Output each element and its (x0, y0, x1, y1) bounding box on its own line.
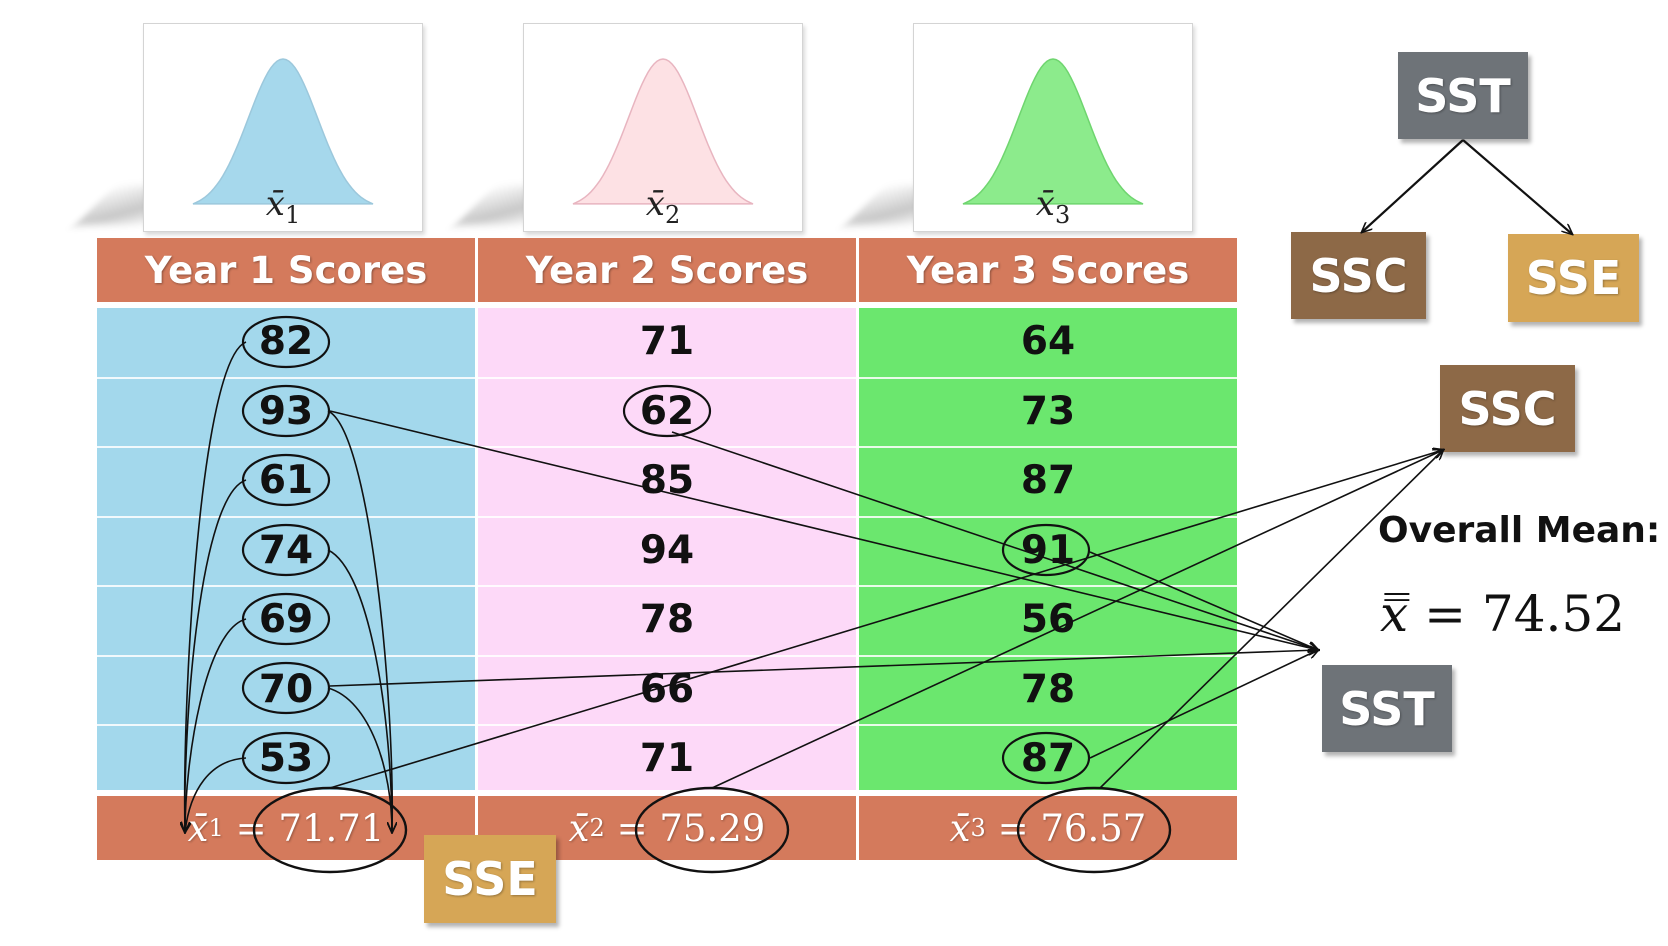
score-cell: 66 (639, 666, 695, 712)
score-cell: 69 (258, 597, 314, 642)
header-year-2: Year 2 Scores (478, 238, 856, 302)
tree-ssc-box: SSC (1291, 232, 1426, 319)
header-year-3: Year 3 Scores (859, 238, 1237, 302)
score-cell: 62 (639, 388, 695, 434)
row-divider (478, 515, 856, 518)
bell-curve-3 (962, 58, 1144, 205)
score-cell: 82 (258, 319, 314, 364)
row-divider (478, 446, 856, 448)
score-cell: 71 (639, 319, 695, 364)
score-cell: 56 (1020, 597, 1076, 642)
footer-mean-year-1: x̄ 1 = 71.71 (97, 796, 475, 860)
row-divider (478, 724, 856, 726)
score-cell: 70 (258, 666, 314, 712)
sst-target-box: SST (1322, 665, 1452, 752)
row-divider (97, 515, 475, 518)
row-divider (859, 585, 1237, 587)
score-cell: 53 (258, 736, 314, 781)
column-body-year-3: 64 73 87 91 56 78 87 (859, 308, 1237, 790)
curve-card-year-3: x̄3 (913, 23, 1193, 232)
mean-value-3: 76.57 (1040, 806, 1147, 850)
curve-label-3: x̄3 (1035, 184, 1071, 229)
score-cell: 61 (258, 458, 314, 503)
score-cell: 91 (1020, 527, 1076, 573)
tree-arrow-to-ssc (1362, 139, 1464, 232)
row-divider (859, 376, 1237, 379)
score-cell: 73 (1020, 388, 1076, 434)
mean-value-1: 71.71 (278, 806, 385, 850)
row-divider (859, 724, 1237, 726)
score-cell: 87 (1020, 736, 1076, 781)
curve-card-year-2: x̄2 (523, 23, 803, 232)
ssc-target-box: SSC (1440, 365, 1575, 452)
overall-mean-title: Overall Mean: (1378, 510, 1661, 551)
row-divider (97, 446, 475, 448)
curve-label-1: x̄1 (265, 184, 301, 229)
column-body-year-2: 71 62 85 94 78 66 71 (478, 308, 856, 790)
bell-curve-2 (572, 58, 754, 205)
header-year-1: Year 1 Scores (97, 238, 475, 302)
row-divider (97, 724, 475, 726)
row-divider (478, 654, 856, 657)
curve-label-2: x̄2 (645, 184, 681, 229)
score-cell: 87 (1020, 458, 1076, 503)
score-cell: 93 (258, 388, 314, 434)
curve-card-year-1: x̄1 (143, 23, 423, 232)
sse-label-box: SSE (424, 835, 556, 923)
row-divider (478, 376, 856, 379)
score-cell: 74 (258, 527, 314, 573)
row-divider (478, 585, 856, 587)
column-body-year-1: 82 93 61 74 69 70 53 (97, 308, 475, 790)
tree-sst-box: SST (1398, 52, 1528, 139)
score-cell: 94 (639, 527, 695, 573)
row-divider (97, 376, 475, 379)
row-divider (97, 585, 475, 587)
overall-mean-value: x̿ = 74.52 (1380, 585, 1626, 643)
row-divider (859, 654, 1237, 657)
row-divider (97, 654, 475, 657)
score-cell: 71 (639, 736, 695, 781)
tree-arrow-to-sse (1462, 139, 1572, 234)
row-divider (859, 446, 1237, 448)
score-cell: 85 (639, 458, 695, 503)
tree-sse-box: SSE (1508, 234, 1639, 322)
footer-mean-year-3: x̄ 3 = 76.57 (859, 796, 1237, 860)
mean-value-2: 75.29 (659, 806, 766, 850)
score-cell: 64 (1020, 319, 1076, 364)
score-cell: 78 (639, 597, 695, 642)
bell-curve-1 (192, 58, 374, 205)
row-divider (859, 515, 1237, 518)
score-cell: 78 (1020, 666, 1076, 712)
